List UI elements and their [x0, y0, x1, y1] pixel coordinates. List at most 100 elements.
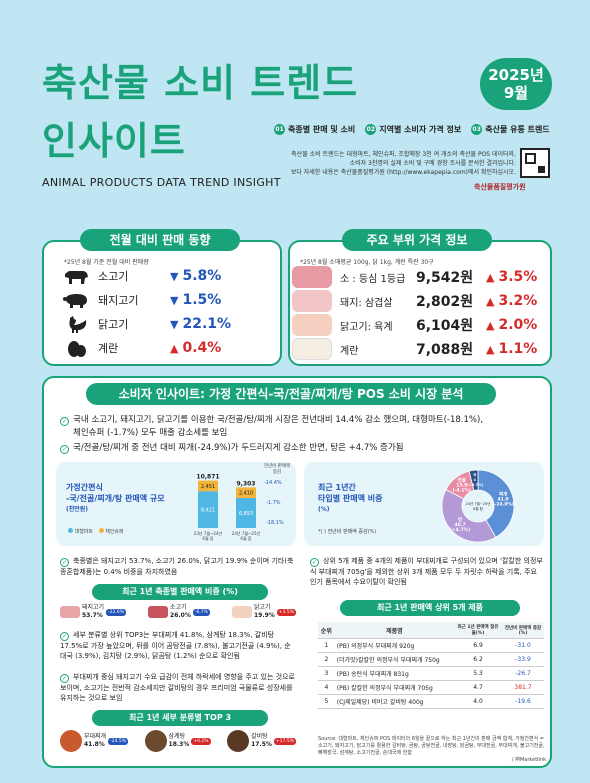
- top5-cell-share: 6.9: [454, 638, 502, 653]
- chicken-meat-icon: [292, 314, 332, 336]
- price-title: 주요 부위 가격 정보: [342, 229, 492, 251]
- top5-header-row: 순위 제품명 최근 1년 판매액 점유율(%) 전년비 판매액 증감(%): [318, 622, 544, 639]
- price-row: 돼지: 삼겹살 2,802원 ▲ 3.2%: [292, 290, 537, 312]
- top5-title: 최근 1년 판매액 상위 5개 제품: [340, 600, 520, 616]
- top5-cell-rank: 1: [318, 638, 335, 653]
- samgyetang-icon: [144, 730, 167, 752]
- price-change: 1.1%: [498, 341, 538, 357]
- up-arrow-icon: ▲: [486, 342, 495, 356]
- date-year: 2025년: [488, 66, 544, 84]
- right-text-content: 상위 5개 제품 중 4개의 제품이 부대찌개로 구성되어 있으며 '칼칼한 의…: [310, 557, 543, 586]
- share-item: 돼지고기 53.7% -22.6%: [60, 604, 127, 620]
- up-arrow-icon: ▲: [486, 270, 495, 284]
- down-arrow-icon: ▼: [170, 317, 179, 331]
- pie-center-label: 6월 합: [473, 506, 484, 511]
- pie-slice-label: 국: [473, 472, 477, 477]
- pie-slice-label: (-16.7%): [466, 483, 483, 487]
- check-icon: ✓: [60, 558, 69, 567]
- pie-slice-label: 13.5: [456, 483, 467, 489]
- top5-table: 순위 제품명 최근 1년 판매액 점유율(%) 전년비 판매액 증감(%) 1(…: [318, 622, 544, 709]
- price-value: 6,104원: [416, 318, 474, 334]
- tag-list: 01 축종별 판매 및 소비 02 지역별 소비자 가격 정보 03 축산물 유통 트…: [274, 124, 550, 135]
- total-change: -14.4%: [264, 480, 282, 486]
- source-note: Source: 대형마트, 체인슈퍼 POS 데이터의 6월을 끝으로 하는 최…: [318, 736, 546, 764]
- top5-cell-change: -26.7: [502, 666, 544, 681]
- source-brand: / ㈜Marketlink: [511, 757, 546, 763]
- top5-cell-name: (PB) 칼칼한 의정부식 부대찌개 705g: [334, 680, 454, 695]
- price-label: 닭고기: 육계: [340, 321, 393, 333]
- top3-change: +17.5%: [273, 737, 296, 745]
- share-row: 돼지고기 53.7% -22.6% 소고기 26.0% -6.7% 닭고기 19.9%…: [60, 604, 296, 620]
- desc-line: 보다 자세한 내용은 축산물품질평가원 (http://www.ekapepia…: [290, 169, 516, 176]
- bar-chain: [236, 487, 256, 498]
- tag-number: 03: [471, 124, 483, 135]
- date-badge: [480, 58, 552, 110]
- chicken-meat-icon: [231, 606, 252, 618]
- bar-mart: [236, 497, 256, 528]
- bar-chain: [198, 480, 218, 492]
- top5-cell-name: (더가맛)칼칼한 의정부식 부대찌개 750g: [334, 652, 454, 667]
- pie-chart-title: 최근 1년간 타입별 판매액 비중 (%): [318, 482, 382, 515]
- top5-cell-name: (PB) 송탄식 부대찌개 831g: [334, 666, 454, 681]
- top5-cell-change: 381.7: [502, 680, 544, 695]
- th-name: 제품명: [334, 622, 454, 639]
- tag-label: 지역별 소비자 가격 정보: [379, 125, 462, 134]
- share-value: 19.9%: [253, 612, 275, 619]
- top3-row: 부대찌개 41.8% -24.5% 삼계탕 18.3% +0.2% 갈비탕 17.5%…: [60, 730, 296, 752]
- insight-point: ✓ 국/전골/탕/찌개 중 전년 대비 찌개(-24.9%)가 두드러지게 감소한…: [60, 442, 540, 455]
- pie-slice: [468, 469, 479, 491]
- check-icon: ✓: [60, 417, 69, 426]
- mart-change: -18.1%: [266, 520, 284, 526]
- check-icon: ✓: [60, 445, 69, 454]
- pie-title-line: 최근 1년간: [318, 483, 356, 492]
- top5-row: 2 (더가맛)칼칼한 의정부식 부대찌개 750g 6.2 -33.9: [318, 652, 544, 667]
- bar-category-label: 23년 7월~24년: [194, 530, 223, 536]
- org-logo: 축산물품질평가원: [474, 183, 526, 191]
- top5-cell-name: (PB) 의정부식 부대찌개 920g: [334, 638, 454, 653]
- top5-row: 5 (CJ제일제당) 비비고 갈비탕 400g 4.0 -19.6: [318, 694, 544, 709]
- pie-slice: [441, 489, 497, 543]
- source-text: Source: 대형마트, 체인슈퍼 POS 데이터의 6월을 끝으로 하는 최…: [318, 736, 545, 756]
- insight-point: ✓ 국내 소고기, 돼지고기, 닭고기를 이용한 국/전골/탕/찌개 시장은 전년…: [60, 414, 540, 440]
- down-arrow-icon: ▼: [170, 269, 179, 283]
- left-text-content: 축종별은 돼지고기 53.7%, 소고기 26.0%, 닭고기 19.9% 순이…: [60, 557, 294, 576]
- share-item: 닭고기 19.9% +3.5%: [231, 604, 296, 620]
- top3-value: 18.3%: [168, 741, 190, 748]
- legend-label: 체인슈퍼: [105, 529, 124, 535]
- right-text: ✓ 상위 5개 제품 중 4개의 제품이 부대찌개로 구성되어 있으며 '칼칼한 …: [310, 556, 544, 587]
- sales-row-egg: 계란 ▲ 0.4%: [62, 338, 221, 358]
- price-value: 2,802원: [416, 294, 474, 310]
- pie-slice-label: 찌개: [499, 490, 507, 497]
- beef-sirloin-icon: [292, 266, 332, 288]
- price-value: 7,088원: [416, 342, 474, 358]
- desc-line: 소비자 3천명의 실제 소비 및 구매 경향 조사를 분석한 결과입니다.: [349, 160, 516, 167]
- tag-label: 축종별 판매 및 소비: [288, 125, 356, 134]
- top3-label: 갈비탕: [251, 733, 268, 740]
- stew-icon: [60, 730, 82, 752]
- sales-label: 소고기: [98, 270, 129, 283]
- top5-cell-rank: 4: [318, 680, 335, 695]
- tag-item: 03 축산물 유통 트렌드: [471, 124, 550, 135]
- top3-title: 최근 1년 세부 분류별 TOP 3: [92, 710, 268, 726]
- egg-icon: [68, 341, 86, 357]
- pie-slice-label: (-4.1%): [453, 488, 471, 494]
- th-change: 전년비 판매액 증감(%): [502, 622, 544, 639]
- pie-slice-label: (-24.9%): [492, 501, 514, 507]
- tag-label: 축산물 유통 트렌드: [485, 125, 550, 134]
- down-arrow-icon: ▼: [170, 293, 179, 307]
- sales-value: 0.4%: [182, 340, 222, 356]
- legend-label: 대형마트: [74, 529, 93, 535]
- pie-slice-label: (+4.7%): [450, 527, 470, 533]
- top3-label: 부대찌개: [84, 733, 107, 740]
- top3-item: 부대찌개 41.8% -24.5%: [60, 730, 129, 752]
- pie-center-label: 24년 7월~25년: [466, 501, 491, 506]
- pie-slice-label: 41.8: [498, 496, 509, 502]
- point-text: 국내 소고기, 돼지고기, 닭고기를 이용한 국/전골/탕/찌개 시장은 전년대…: [73, 415, 483, 425]
- qr-code-icon[interactable]: [520, 148, 550, 178]
- top5-cell-rank: 3: [318, 666, 335, 681]
- sales-label: 돼지고기: [98, 294, 139, 307]
- bar-mart: [198, 491, 218, 528]
- insight-title: 소비자 인사이트: 가정 간편식-국/전골/찌개/탕 POS 소비 시장 분석: [86, 383, 496, 405]
